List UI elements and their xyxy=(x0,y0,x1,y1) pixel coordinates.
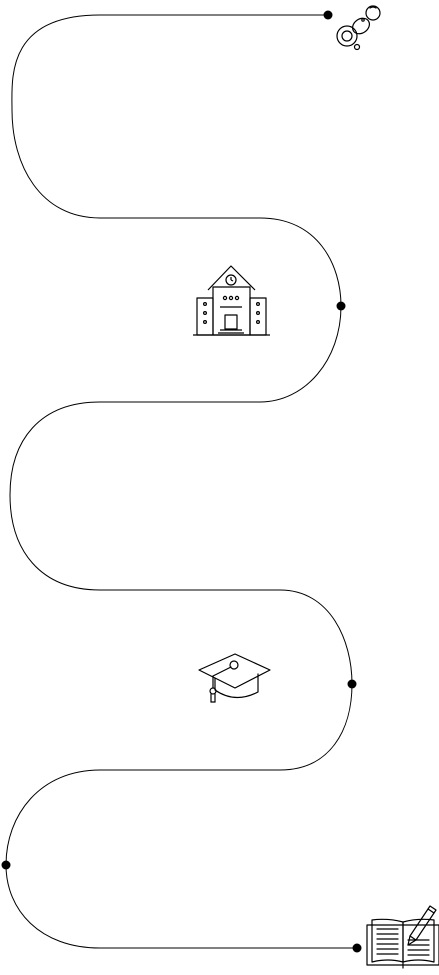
open-book-writing-icon xyxy=(366,905,439,969)
pacifier-icon xyxy=(336,5,381,51)
milestone-dot-3 xyxy=(347,679,357,689)
milestone-dot-1 xyxy=(323,10,333,20)
roadmap-path xyxy=(5,14,357,949)
graduation-cap-icon xyxy=(198,653,271,703)
school-building-icon xyxy=(193,265,270,336)
milestone-dot-4 xyxy=(1,860,11,870)
milestone-dot-2 xyxy=(336,301,346,311)
milestone-dot-5 xyxy=(352,943,362,953)
